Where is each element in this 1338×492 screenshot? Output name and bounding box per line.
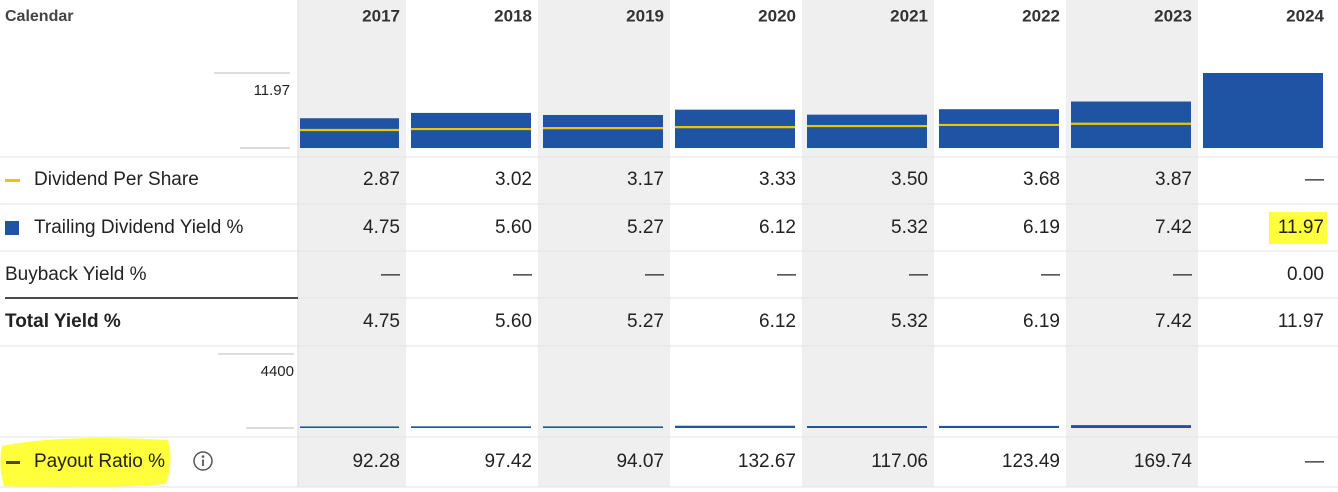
cell-value: 4.75: [363, 217, 400, 238]
cell-value: 5.27: [627, 217, 664, 238]
legend-icon: [5, 179, 20, 182]
year-header: 2022: [1022, 6, 1060, 25]
yield-bar: [675, 109, 795, 148]
yield-bar: [807, 114, 927, 148]
cell-value: 123.49: [1002, 451, 1060, 472]
yield-bar: [1203, 73, 1323, 148]
row-label: Total Yield %: [5, 311, 121, 332]
cell-value: —: [381, 264, 400, 285]
column-shade: [298, 0, 406, 487]
cell-value: 117.06: [871, 451, 928, 472]
yield-bar: [543, 114, 663, 148]
cell-value: —: [1173, 264, 1192, 285]
cell-value: 3.33: [759, 169, 796, 190]
payout-bar: [939, 425, 1059, 428]
row-label: Dividend Per Share: [34, 169, 199, 190]
column-shade: [802, 0, 934, 487]
cell-value: 6.19: [1023, 217, 1060, 238]
cell-value: 0.00: [1287, 264, 1324, 285]
cell-value: 7.42: [1155, 311, 1192, 332]
legend-icon: [6, 461, 20, 464]
cell-value: 3.68: [1023, 169, 1060, 190]
cell-value: —: [909, 264, 928, 285]
year-header: 2020: [758, 6, 796, 25]
year-header: 2023: [1154, 6, 1192, 25]
cell-value: 92.28: [352, 451, 400, 472]
cell-value: 97.42: [484, 451, 532, 472]
column-shade: [538, 0, 670, 487]
row-label: Trailing Dividend Yield %: [34, 217, 244, 238]
payout-bar: [807, 426, 927, 428]
year-header: 2018: [494, 6, 532, 25]
cell-value: 5.32: [891, 311, 928, 332]
payout-bar: [300, 426, 399, 428]
legend-icon: [5, 221, 19, 235]
cell-value: —: [1305, 169, 1324, 190]
payout-bar: [543, 426, 663, 428]
row-label: Payout Ratio %: [34, 451, 165, 472]
cell-value: 3.50: [891, 169, 928, 190]
cell-value: 6.19: [1023, 311, 1060, 332]
highlight: [1269, 212, 1327, 244]
cell-value: 7.42: [1155, 217, 1192, 238]
cell-value: —: [513, 264, 532, 285]
cell-value: 5.60: [495, 217, 532, 238]
cell-value: 3.17: [627, 169, 664, 190]
cell-value: —: [645, 264, 664, 285]
cell-value: 5.60: [495, 311, 532, 332]
cell-value: 169.74: [1134, 451, 1193, 472]
cell-value: 3.87: [1155, 169, 1192, 190]
year-header: 2017: [362, 6, 400, 25]
cell-value: 11.97: [1278, 217, 1324, 238]
cell-value: 5.27: [627, 311, 664, 332]
column-shade: [1066, 0, 1198, 487]
yield-bar: [939, 109, 1059, 148]
chart-max-label: 11.97: [254, 82, 290, 99]
year-header: 2019: [626, 6, 664, 25]
year-header: 2021: [890, 6, 928, 25]
year-header: 2024: [1286, 6, 1324, 25]
cell-value: 132.67: [738, 451, 796, 472]
payout-bar: [1071, 425, 1191, 428]
cell-value: —: [1041, 264, 1060, 285]
cell-value: 3.02: [495, 169, 532, 190]
header-label: Calendar: [5, 8, 73, 25]
payout-bar: [675, 425, 795, 428]
cell-value: 11.97: [1278, 311, 1324, 332]
row-label: Buyback Yield %: [5, 264, 147, 285]
yield-bar: [300, 118, 399, 148]
yield-bar: [411, 112, 531, 148]
cell-value: 5.32: [891, 217, 928, 238]
payout-bar: [411, 426, 531, 428]
cell-value: —: [1305, 451, 1324, 472]
info-icon[interactable]: [193, 451, 213, 471]
highlight: [0, 438, 171, 488]
cell-value: 6.12: [759, 217, 796, 238]
chart-max-label: 4400: [261, 363, 294, 380]
cell-value: 94.07: [616, 451, 664, 472]
cell-value: 2.87: [363, 169, 400, 190]
cell-value: 4.75: [363, 311, 400, 332]
cell-value: 6.12: [759, 311, 796, 332]
cell-value: —: [777, 264, 796, 285]
